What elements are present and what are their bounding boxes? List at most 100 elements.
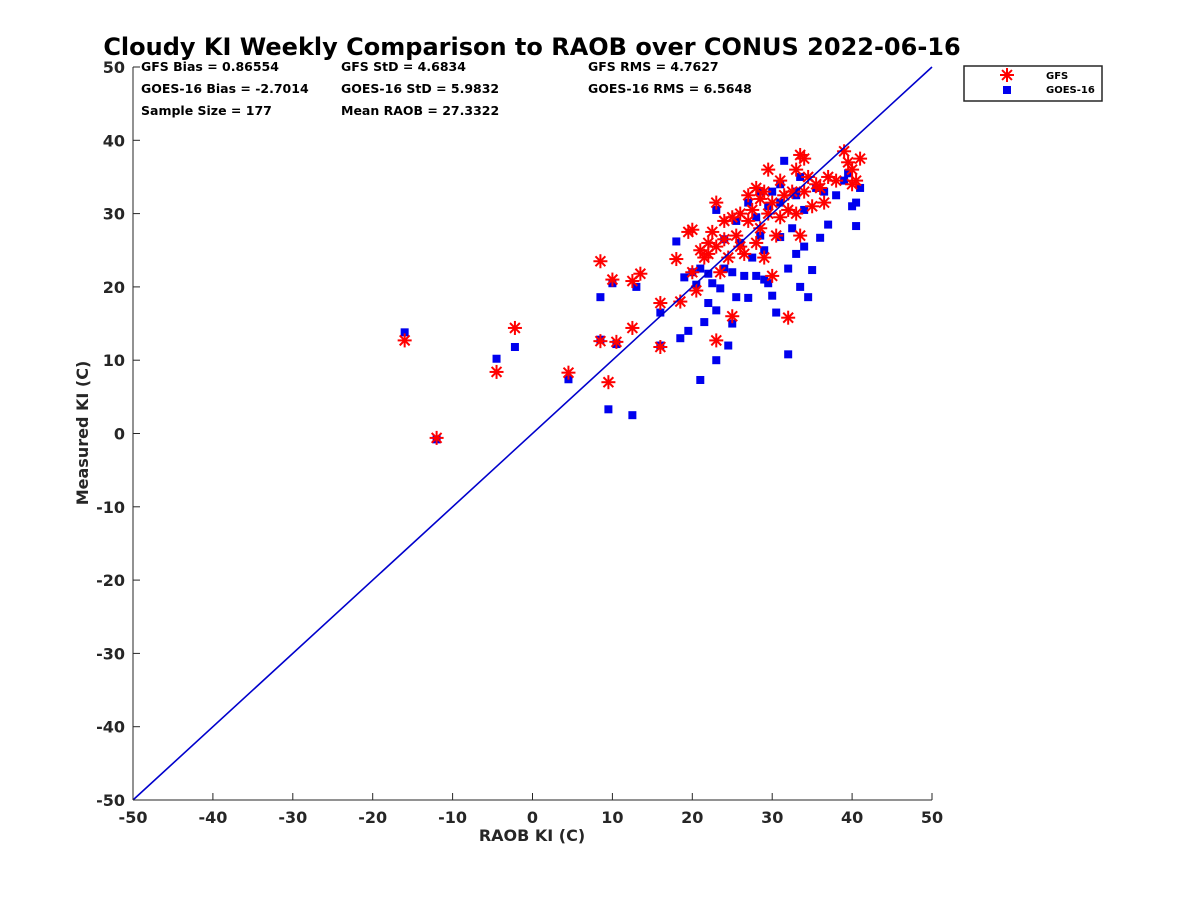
gfs-point [729,228,744,243]
y-tick-label: -20 [96,571,125,590]
goes16-point [796,282,805,291]
gfs-point [717,232,732,247]
goes16-point [800,242,809,251]
goes16-point [816,233,825,242]
legend-goes-label: GOES-16 [1046,85,1095,96]
goes16-point [700,318,709,327]
gfs-point [813,180,828,195]
x-tick-label: 40 [841,808,863,827]
x-tick-label: -40 [198,808,227,827]
x-tick-label: 50 [921,808,943,827]
y-tick-label: -10 [96,498,125,517]
goes16-point [400,328,409,337]
goes16-point [728,319,737,328]
x-tick-label: 10 [601,808,623,827]
gfs-point [609,334,624,349]
gfs-point [507,320,522,335]
gfs-point [749,235,764,250]
gfs-point [793,228,808,243]
goes16-point [744,198,753,207]
gfs-point [797,184,812,199]
goes16-point [824,220,833,229]
y-axis-ticks: 50 40 30 20 10 0 -10 -20 -30 -40 -50 [96,58,140,810]
gfs-point [625,320,640,335]
gfs-point [653,340,668,355]
gfs-point [741,188,756,203]
gfs-point [713,265,728,280]
gfs-point [705,224,720,239]
gfs-point [845,177,860,192]
gfs-point [757,184,772,199]
goes16-point [708,279,717,288]
stat-mean-raob: Mean RAOB = 27.3322 [341,103,499,118]
stat-gfs-std: GFS StD = 4.6834 [341,59,466,74]
legend-gfs-label: GFS [1046,71,1068,82]
goes16-point [510,343,519,352]
gfs-point [817,195,832,210]
goes16-point [764,279,773,288]
gfs-point [769,228,784,243]
goes16-point [756,231,765,240]
goes16-point [808,266,817,275]
goes16-point [696,264,705,273]
gfs-point [737,246,752,261]
goes16-point [772,308,781,317]
stat-goes-rms: GOES-16 RMS = 6.5648 [588,81,752,96]
goes16-point [628,411,637,420]
gfs-point [797,151,812,166]
y-tick-label: -40 [96,718,125,737]
gfs-point [773,173,788,188]
goes16-point [492,354,501,363]
stat-sample-size: Sample Size = 177 [141,103,272,118]
legend-box [963,65,1103,102]
goes16-point [696,375,705,384]
goes16-point [856,183,865,192]
goes16-point [752,213,761,222]
gfs-point [765,195,780,210]
goes16-point [768,187,777,196]
goes16-point [852,222,861,231]
stat-goes-bias: GOES-16 Bias = -2.7014 [141,81,309,96]
goes16-point [784,350,793,359]
x-axis-ticks: -50 -40 -30 -20 -10 0 10 20 30 40 50 [119,793,943,827]
goes16-point [800,205,809,214]
goes16-point [596,293,605,302]
gfs-point [789,162,804,177]
x-tick-label: -30 [278,808,307,827]
goes16-point [840,176,849,185]
stats-block: GFS Bias = 0.86554 GFS StD = 4.6834 GFS … [141,59,752,118]
x-tick-label: -10 [438,808,467,827]
gfs-point [781,310,796,325]
y-tick-label: 10 [103,351,125,370]
goes16-point [704,299,713,308]
gfs-point [741,213,756,228]
gfs-point [689,283,704,298]
goes16-point [768,291,777,300]
y-axis-label: Measured KI (C) [73,361,92,506]
y-tick-label: 30 [103,205,125,224]
gfs-point [593,334,608,349]
goes16-point [760,246,769,255]
goes16-point [724,341,733,350]
one-to-one-line [132,66,933,801]
goes16-point [804,293,813,302]
goes16-point [752,271,761,280]
goes16-point [788,224,797,233]
goes16-point [684,326,693,335]
gfs-point [765,268,780,283]
plot-area [132,66,933,801]
gfs-point [605,272,620,287]
goes16-point [712,356,721,365]
x-tick-label: 30 [761,808,783,827]
y-tick-label: -50 [96,791,125,810]
gfs-point [709,195,724,210]
goes16-point [852,198,861,207]
goes16-point [712,205,721,214]
gfs-point [805,199,820,214]
goes16-point [680,273,689,282]
gfs-point [669,252,684,267]
goes16-point [740,271,749,280]
goes16-point [784,264,793,273]
goes16-point [748,253,757,262]
goes16-point [656,308,665,317]
